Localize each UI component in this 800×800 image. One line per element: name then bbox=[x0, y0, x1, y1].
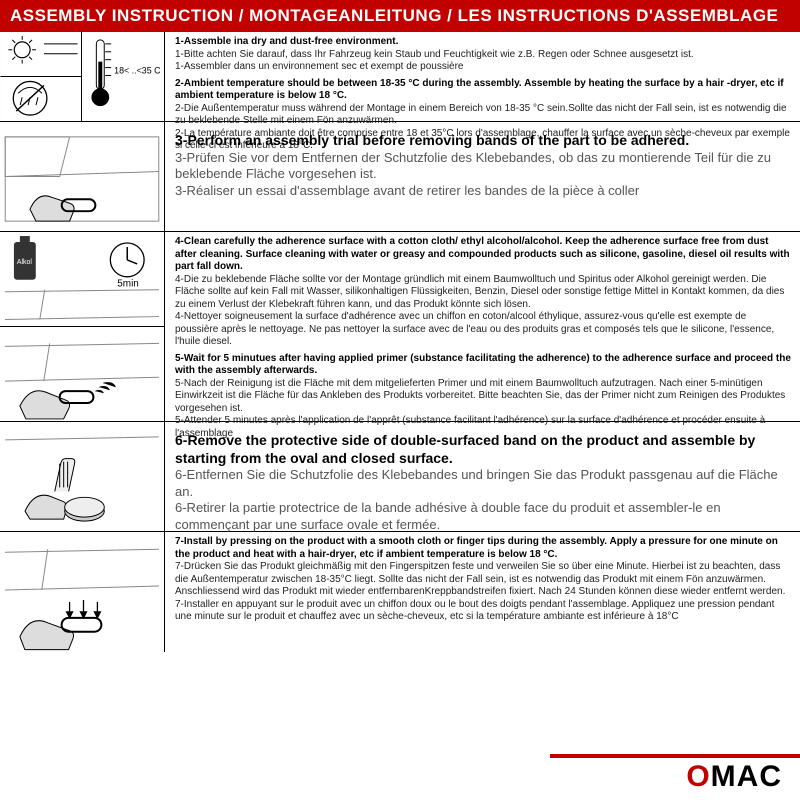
step-bold: 6-Remove the protective side of double-s… bbox=[175, 432, 755, 466]
step-plain: 3-Prüfen Sie vor dem Entfernen der Schut… bbox=[175, 150, 771, 198]
step-bold: 1-Assemble ina dry and dust-free environ… bbox=[175, 36, 398, 47]
row-thumbnail: 18< ..<35 C bbox=[0, 32, 165, 121]
instruction-row: 18< ..<35 C 1-Assemble ina dry and dust-… bbox=[0, 32, 800, 122]
instruction-row: 7-Install by pressing on the product wit… bbox=[0, 532, 800, 652]
instruction-row: 3-Perform an assembly trial before remov… bbox=[0, 122, 800, 232]
step-plain: 4-Die zu beklebende Fläche sollte vor de… bbox=[175, 274, 784, 348]
svg-text:5min: 5min bbox=[117, 279, 139, 290]
step-plain: 7-Drücken Sie das Produkt gleichmäßig mi… bbox=[175, 561, 785, 622]
step-block: 7-Install by pressing on the product wit… bbox=[175, 536, 792, 624]
row-text: 7-Install by pressing on the product wit… bbox=[165, 532, 800, 652]
header-bar: ASSEMBLY INSTRUCTION / MONTAGEANLEITUNG … bbox=[0, 0, 800, 32]
header-title: ASSEMBLY INSTRUCTION / MONTAGEANLEITUNG … bbox=[10, 6, 778, 25]
step-plain: 6-Entfernen Sie die Schutzfolie des Kleb… bbox=[175, 467, 778, 532]
row-text: 3-Perform an assembly trial before remov… bbox=[165, 122, 800, 231]
temp-range-label: 18< ..<35 C bbox=[114, 66, 161, 76]
step-bold: 2-Ambient temperature should be between … bbox=[175, 78, 784, 102]
logo-letter-o: O bbox=[686, 760, 710, 793]
brand-logo: OMAC bbox=[686, 760, 782, 794]
instruction-row: Alkol 5min 4-C bbox=[0, 232, 800, 422]
instruction-row: 6-Remove the protective side of double-s… bbox=[0, 422, 800, 532]
step-block: 6-Remove the protective side of double-s… bbox=[175, 432, 792, 533]
logo-rest: MAC bbox=[711, 760, 782, 793]
logo-accent-line bbox=[550, 754, 800, 758]
svg-text:Alkol: Alkol bbox=[17, 259, 32, 266]
row-text: 6-Remove the protective side of double-s… bbox=[165, 422, 800, 531]
row-thumbnail bbox=[0, 422, 165, 531]
instruction-rows: 18< ..<35 C 1-Assemble ina dry and dust-… bbox=[0, 32, 800, 652]
row-thumbnail bbox=[0, 532, 165, 652]
row-text: 1-Assemble ina dry and dust-free environ… bbox=[165, 32, 800, 121]
step-block: 3-Perform an assembly trial before remov… bbox=[175, 132, 792, 199]
step-bold: 5-Wait for 5 minutues after having appli… bbox=[175, 353, 791, 377]
step-bold: 4-Clean carefully the adherence surface … bbox=[175, 236, 790, 272]
row-text: 4-Clean carefully the adherence surface … bbox=[165, 232, 800, 421]
step-bold: 7-Install by pressing on the product wit… bbox=[175, 536, 778, 560]
row-thumbnail: Alkol 5min bbox=[0, 232, 165, 421]
step-block: 4-Clean carefully the adherence surface … bbox=[175, 236, 792, 349]
step-bold: 3-Perform an assembly trial before remov… bbox=[175, 132, 689, 148]
step-block: 1-Assemble ina dry and dust-free environ… bbox=[175, 36, 792, 74]
step-plain: 1-Bitte achten Sie darauf, dass Ihr Fahr… bbox=[175, 49, 694, 73]
row-thumbnail bbox=[0, 122, 165, 231]
